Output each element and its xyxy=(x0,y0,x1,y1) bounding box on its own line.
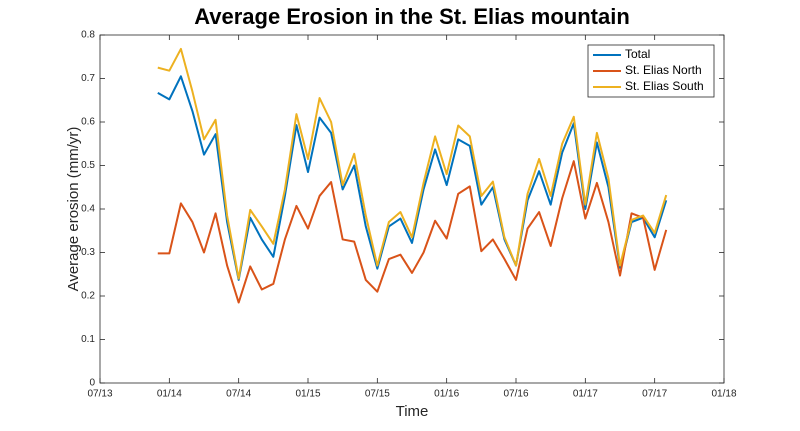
series-line xyxy=(157,160,668,304)
chart-title: Average Erosion in the St. Elias mountai… xyxy=(194,4,630,29)
y-tick-label: 0.8 xyxy=(81,30,95,41)
y-tick-label: 0.2 xyxy=(81,291,95,302)
x-tick-label: 01/15 xyxy=(295,389,320,400)
x-tick-label: 07/13 xyxy=(87,389,112,400)
y-tick-label: 0.7 xyxy=(81,73,95,84)
legend-label: Total xyxy=(625,47,650,61)
x-axis-label: Time xyxy=(396,403,429,420)
x-tick-label: 07/17 xyxy=(642,389,667,400)
x-tick-label: 01/18 xyxy=(711,389,736,400)
x-tick-label: 07/16 xyxy=(503,389,528,400)
y-tick-label: 0.5 xyxy=(81,160,95,171)
x-tick-label: 01/16 xyxy=(434,389,459,400)
y-tick-label: 0.6 xyxy=(81,117,95,128)
series-line xyxy=(157,47,668,280)
x-tick-label: 01/14 xyxy=(157,389,182,400)
y-tick-label: 0.4 xyxy=(81,204,95,215)
x-tick-label: 01/17 xyxy=(573,389,598,400)
legend-label: St. Elias North xyxy=(625,63,702,77)
x-tick-label: 07/15 xyxy=(365,389,390,400)
y-tick-label: 0.3 xyxy=(81,247,95,258)
x-tick-label: 07/14 xyxy=(226,389,251,400)
legend-label: St. Elias South xyxy=(625,79,704,93)
y-tick-label: 0.1 xyxy=(81,334,95,345)
y-tick-label: 0 xyxy=(89,378,95,389)
y-axis-label: Average erosion (mm/yr) xyxy=(65,127,82,292)
